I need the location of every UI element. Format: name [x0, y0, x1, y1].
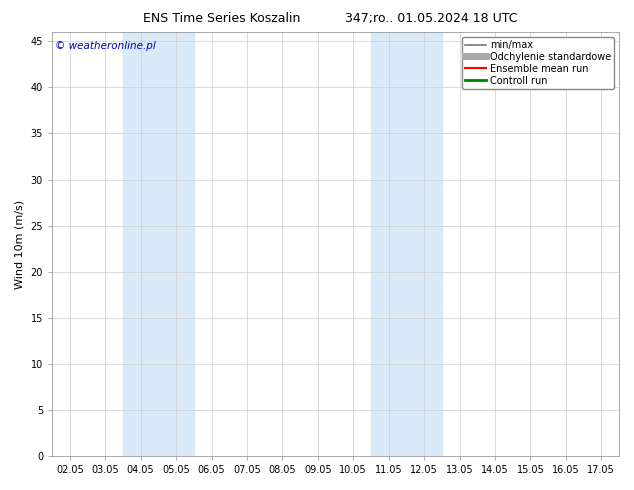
Bar	[123, 32, 194, 456]
Text: 347;ro.. 01.05.2024 18 UTC: 347;ro.. 01.05.2024 18 UTC	[345, 12, 517, 25]
Bar	[371, 32, 442, 456]
Y-axis label: Wind 10m (m/s): Wind 10m (m/s)	[15, 199, 25, 289]
Text: © weatheronline.pl: © weatheronline.pl	[55, 41, 156, 50]
Text: ENS Time Series Koszalin: ENS Time Series Koszalin	[143, 12, 301, 25]
Legend: min/max, Odchylenie standardowe, Ensemble mean run, Controll run: min/max, Odchylenie standardowe, Ensembl…	[462, 37, 614, 89]
